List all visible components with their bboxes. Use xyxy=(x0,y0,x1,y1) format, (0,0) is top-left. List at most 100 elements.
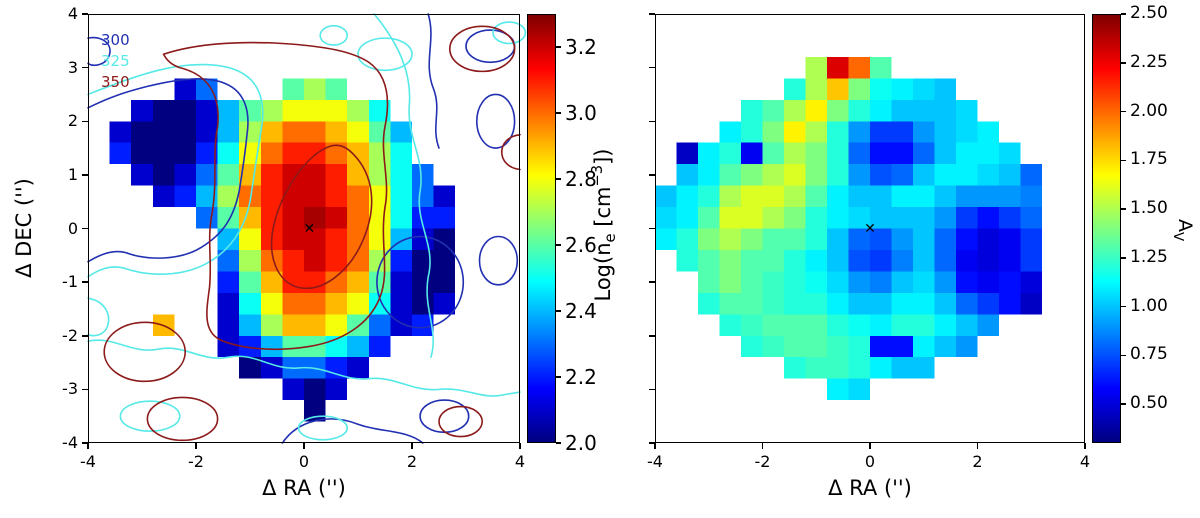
contour-300-path xyxy=(480,237,518,285)
x-tick-label: 4 xyxy=(514,452,526,471)
colorbar-tick-label: 3.2 xyxy=(565,35,597,59)
contour-325-path xyxy=(88,340,520,396)
contour-300-path xyxy=(477,94,515,148)
x-tick-label: -4 xyxy=(647,452,663,471)
colorbar-tick-mark xyxy=(556,244,561,246)
y-tick-mark xyxy=(82,335,88,337)
y-tick-mark xyxy=(649,281,655,283)
colorbar-tick-mark xyxy=(556,112,561,114)
y-tick-mark xyxy=(82,174,88,176)
colorbar-tick-mark xyxy=(1121,159,1126,161)
left-contour-legend: 300 325 350 xyxy=(101,30,130,93)
contour-350-path xyxy=(439,407,482,437)
x-tick-label: 4 xyxy=(1079,452,1091,471)
left-xlabel: Δ RA ('') xyxy=(262,476,346,500)
colorbar-tick-label: 2.2 xyxy=(565,365,597,389)
y-tick-label: 4 xyxy=(67,4,78,23)
colorbar-tick-mark xyxy=(1121,354,1126,356)
colorbar-tick-label: 2.8 xyxy=(565,167,597,191)
colorbar-label-text: ]) xyxy=(590,148,615,165)
x-tick-label: 2 xyxy=(406,452,418,471)
colorbar-tick-label: 2.50 xyxy=(1130,3,1168,23)
colorbar-tick-mark xyxy=(556,376,561,378)
contour-300-path xyxy=(282,419,422,443)
contour-300-path xyxy=(88,38,110,66)
colorbar-tick-mark xyxy=(1121,257,1126,259)
colorbar-tick-label: 2.0 xyxy=(565,431,597,455)
contour-325-path xyxy=(320,26,347,45)
colorbar-label-text: A xyxy=(1173,218,1196,232)
y-tick-mark xyxy=(649,227,655,230)
contour-325-path xyxy=(358,38,412,70)
contour-325-path xyxy=(120,401,179,431)
colorbar-tick-label: 2.6 xyxy=(565,233,597,257)
colorbar-tick-mark xyxy=(1121,62,1126,64)
x-tick-mark xyxy=(519,443,521,449)
x-tick-mark xyxy=(654,443,656,449)
colorbar-tick-label: 1.25 xyxy=(1130,246,1168,267)
colorbar-tick-mark xyxy=(556,442,561,444)
colorbar-tick-label: 1.75 xyxy=(1130,149,1168,170)
y-tick-mark xyxy=(82,442,88,444)
y-tick-mark xyxy=(649,442,655,444)
contour-350-path xyxy=(164,43,388,350)
colorbar-tick-mark xyxy=(1121,110,1126,113)
colorbar-tick-label: 1.50 xyxy=(1130,198,1168,218)
y-tick-mark xyxy=(82,388,88,391)
y-tick-mark xyxy=(649,174,655,176)
contour-325-path xyxy=(88,298,109,335)
x-tick-label: 0 xyxy=(298,452,310,471)
x-tick-mark xyxy=(195,443,197,449)
y-tick-mark xyxy=(82,281,88,283)
y-tick-mark xyxy=(649,335,655,337)
colorbar-tick-label: 3.0 xyxy=(565,101,597,125)
colorbar-tick-mark xyxy=(1121,403,1126,405)
colorbar-tick-label: 0.50 xyxy=(1130,393,1168,413)
y-tick-mark xyxy=(649,13,655,15)
colorbar-tick-label: 2.25 xyxy=(1130,51,1168,72)
x-tick-label: -2 xyxy=(754,452,771,471)
y-tick-label: -1 xyxy=(62,272,78,292)
contour-325-path xyxy=(493,22,525,43)
x-tick-mark xyxy=(1084,443,1086,449)
x-tick-mark xyxy=(761,443,764,449)
contour-300-path xyxy=(377,237,463,328)
y-tick-label: -3 xyxy=(62,379,78,399)
y-tick-mark xyxy=(649,66,655,69)
contour-325-path xyxy=(374,14,433,357)
right-colorbar-label: AV xyxy=(1170,219,1196,241)
contour-350-path xyxy=(502,135,520,170)
x-tick-mark xyxy=(411,443,413,449)
x-tick-label: 2 xyxy=(972,452,983,471)
x-tick-label: -2 xyxy=(188,452,204,471)
y-tick-mark xyxy=(82,13,88,15)
y-tick-label: 0 xyxy=(67,218,78,238)
left-ylabel: Δ DEC ('') xyxy=(12,178,36,278)
x-tick-label: 0 xyxy=(864,452,876,471)
contour-300-path xyxy=(428,14,439,148)
colorbar-label-sub: V xyxy=(1170,231,1186,242)
y-tick-label: 2 xyxy=(67,111,78,131)
y-tick-mark xyxy=(649,120,655,122)
contour-350-path xyxy=(450,26,515,71)
contour-350-path xyxy=(272,145,372,288)
colorbar-tick-mark xyxy=(1121,305,1126,308)
colorbar-tick-label: 2.4 xyxy=(565,299,597,323)
right-heatmap xyxy=(655,14,1085,443)
right-xlabel: Δ RA ('') xyxy=(828,476,912,500)
right-center-marker: ✕ xyxy=(864,220,876,237)
x-tick-mark xyxy=(869,443,871,449)
colorbar-tick-mark xyxy=(1121,13,1126,15)
colorbar-tick-mark xyxy=(556,310,561,312)
y-tick-mark xyxy=(649,388,655,391)
contour-300-path xyxy=(420,400,469,432)
y-tick-label: 3 xyxy=(67,57,78,77)
y-tick-label: 1 xyxy=(67,164,78,184)
x-tick-mark xyxy=(976,443,979,449)
colorbar-tick-mark xyxy=(556,178,561,180)
y-tick-label: -2 xyxy=(62,325,78,345)
colorbar-tick-label: 0.75 xyxy=(1130,344,1168,365)
contour-325-path xyxy=(88,65,263,277)
colorbar-tick-label: 2.00 xyxy=(1130,100,1168,121)
